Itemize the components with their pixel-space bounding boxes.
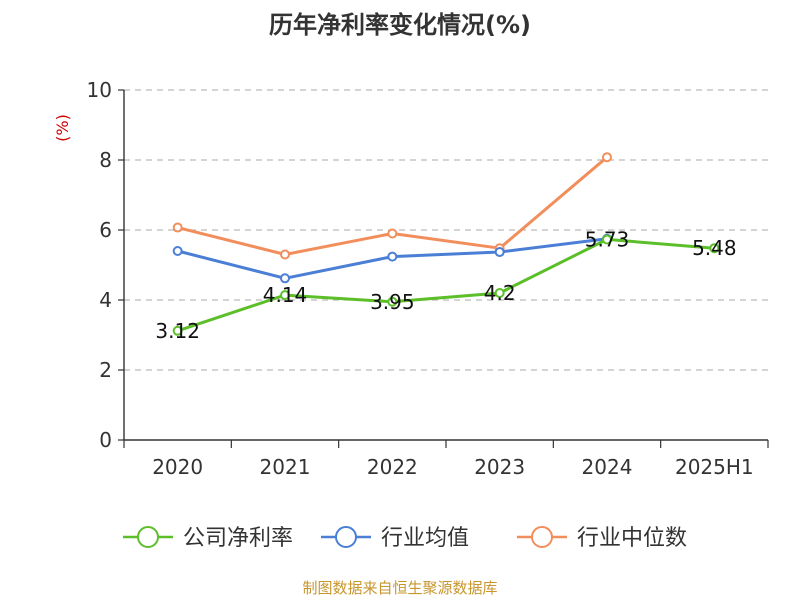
- data-label: 5.48: [692, 236, 737, 260]
- series-2: [172, 152, 612, 260]
- series-1: [172, 233, 612, 284]
- legend-marker: [531, 526, 553, 548]
- series-0: 3.12 4.14 3.95 4.2 5.73 5.48: [155, 227, 736, 342]
- x-tick-label: 2023: [474, 455, 525, 479]
- series-group: 3.12 4.14 3.95 4.2 5.73 5.48: [155, 152, 737, 343]
- source-note: 制图数据来自恒生聚源数据库: [302, 579, 497, 597]
- data-label: 3.95: [370, 290, 415, 314]
- x-tick-label: 2025H1: [675, 455, 754, 479]
- data-point[interactable]: [602, 234, 612, 245]
- legend-item[interactable]: 行业均值: [321, 526, 469, 551]
- legend-item[interactable]: 行业中位数: [517, 526, 687, 551]
- y-tick-label: 4: [99, 288, 112, 312]
- y-tick-label: 2: [99, 358, 112, 382]
- legend-label: 公司净利率: [183, 526, 293, 551]
- y-tick-label: 6: [99, 218, 112, 242]
- data-point[interactable]: [387, 296, 398, 307]
- legend-item[interactable]: 公司净利率: [123, 526, 293, 551]
- y-axis-unit: (%): [53, 114, 72, 142]
- legend-marker: [137, 526, 159, 548]
- grid: [124, 89, 768, 371]
- data-point[interactable]: [172, 222, 183, 233]
- data-point[interactable]: [172, 246, 183, 256]
- chart-title: 历年净利率变化情况(%): [269, 11, 531, 39]
- data-point[interactable]: [709, 243, 720, 254]
- data-label: 4.2: [484, 281, 516, 305]
- x-tick-label: 2024: [582, 455, 633, 479]
- y-tick-label: 8: [99, 148, 112, 172]
- legend-marker: [335, 526, 357, 548]
- data-point[interactable]: [602, 152, 612, 163]
- data-point[interactable]: [387, 251, 398, 262]
- y-tick-label: 10: [87, 78, 112, 102]
- y-tick-label: 0: [99, 428, 112, 452]
- data-point[interactable]: [387, 228, 398, 239]
- data-point[interactable]: [172, 325, 183, 336]
- legend[interactable]: 公司净利率 行业均值 行业中位数: [123, 526, 687, 551]
- x-tick-label: 2022: [367, 455, 418, 479]
- axes: 0 2 4 6 8 10 2020 2021 2022 2023 2024 2025H1: [87, 78, 769, 479]
- data-point[interactable]: [494, 288, 505, 298]
- data-point[interactable]: [280, 273, 290, 284]
- data-label: 3.12: [155, 319, 200, 343]
- data-label: 5.73: [585, 227, 630, 251]
- data-point[interactable]: [494, 247, 505, 258]
- series-line: [177, 156, 608, 256]
- data-point[interactable]: [280, 290, 290, 301]
- x-tick-label: 2021: [260, 455, 311, 479]
- data-label: 4.14: [263, 283, 308, 307]
- data-point[interactable]: [280, 249, 290, 260]
- legend-label: 行业中位数: [577, 526, 687, 551]
- x-tick-label: 2020: [152, 455, 203, 479]
- series-line: [177, 237, 715, 333]
- legend-label: 行业均值: [381, 526, 469, 551]
